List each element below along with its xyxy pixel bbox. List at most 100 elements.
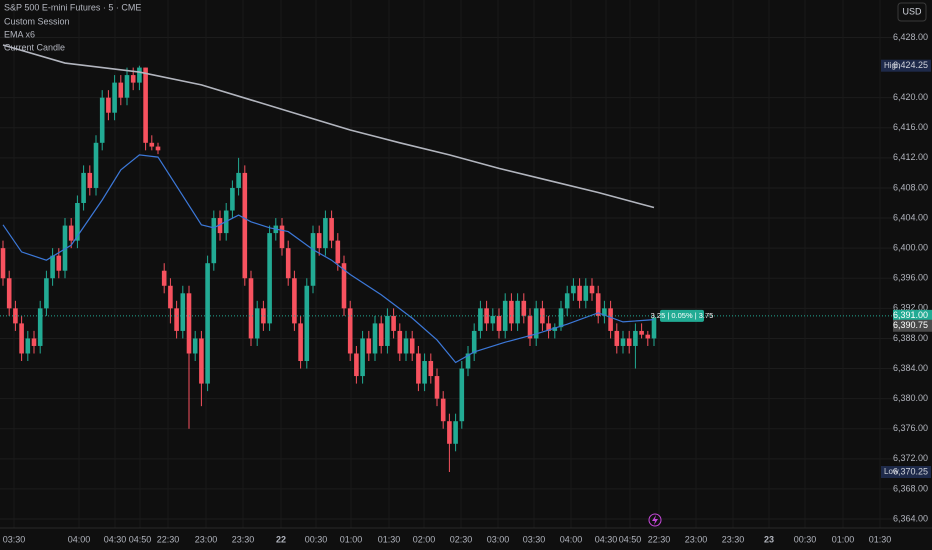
last-price-box [893, 309, 932, 322]
candle-body [639, 330, 644, 335]
candle-body [0, 248, 6, 279]
currency-button[interactable] [897, 2, 927, 22]
x-tick-label: 22 [276, 534, 286, 544]
candle-body [416, 353, 421, 384]
candle-body [75, 203, 80, 241]
current-label: 6,390.75 [893, 320, 928, 330]
candle-body [137, 67, 142, 83]
candle-body [267, 233, 272, 324]
x-tick-label: 23:30 [722, 534, 745, 544]
y-tick-label: 6,368.00 [893, 483, 928, 493]
candle-body [577, 285, 582, 301]
candle-body [99, 97, 105, 143]
candle-body [242, 172, 248, 279]
candle-body [366, 338, 372, 354]
x-tick-label: 00:30 [305, 534, 328, 544]
marker-label: 6,370.25 [893, 466, 928, 476]
candle-body [37, 308, 43, 346]
legend-item[interactable]: Current Candle [4, 42, 65, 52]
candle-body [440, 398, 446, 422]
candle-body [341, 263, 347, 309]
candle-body [478, 308, 483, 331]
candle-body [620, 338, 626, 346]
candle-body [428, 361, 434, 377]
candle-body [143, 67, 148, 143]
candle-body [422, 361, 427, 384]
marker-box [881, 59, 931, 72]
x-tick-label: 04:50 [129, 534, 152, 544]
y-tick-label: 6,376.00 [893, 423, 928, 433]
candle-body [564, 293, 570, 309]
plot [0, 44, 893, 472]
candle-body [62, 225, 68, 271]
change-box [660, 309, 704, 322]
x-tick-label: 04:30 [104, 534, 127, 544]
candle-body [205, 263, 210, 384]
x-tick-label: 04:30 [595, 534, 618, 544]
candle-body [626, 338, 632, 346]
candle-body [304, 285, 310, 362]
candle-body [81, 172, 86, 204]
x-tick-label: 04:00 [560, 534, 583, 544]
candle-body [192, 338, 198, 354]
candle-body [595, 293, 601, 316]
candle-body [608, 308, 613, 331]
candle-body [378, 323, 384, 346]
candle-body [651, 317, 657, 339]
indicator-line [2, 44, 655, 209]
legend-item[interactable]: Custom Session [4, 16, 70, 26]
x-tick-label: 02:30 [450, 534, 473, 544]
y-tick-label: 6,412.00 [893, 152, 928, 162]
candle-body [68, 225, 74, 241]
candle-body [310, 233, 316, 286]
candle-body [199, 338, 204, 384]
current-box [893, 319, 932, 332]
x-tick-label: 22:30 [648, 534, 671, 544]
marker-name: Low [884, 467, 899, 476]
candle-body [236, 172, 241, 188]
candle-body [56, 255, 62, 271]
candle-body [583, 285, 589, 301]
last-price-label: 6,391.00 [893, 310, 928, 320]
y-tick-label: 6,416.00 [893, 122, 928, 132]
candle-body [645, 334, 651, 339]
y-tick-label: 6,396.00 [893, 273, 928, 283]
x-tick-label: 03:00 [487, 534, 510, 544]
currency[interactable]: USD [902, 6, 922, 16]
marker-box [881, 465, 931, 478]
candle-body [372, 323, 378, 354]
candle-body [174, 308, 179, 331]
candle-body [347, 308, 353, 354]
candle-body [558, 308, 564, 328]
candle-body [633, 330, 638, 346]
x-tick-label: 01:30 [378, 534, 401, 544]
candle-body [112, 82, 117, 113]
candle-body [527, 315, 533, 339]
x-tick-label: 03:30 [3, 534, 26, 544]
x-tick-label: 00:30 [794, 534, 817, 544]
y-tick-label: 6,392.00 [893, 303, 928, 313]
candle-body [211, 218, 217, 264]
x-tick-label: 23 [764, 534, 774, 544]
candle-body [496, 315, 502, 331]
y-tick-label: 6,400.00 [893, 243, 928, 253]
candle-body [118, 82, 124, 98]
candle-body [292, 278, 297, 324]
candle-body [360, 338, 365, 377]
x-tick-label: 04:00 [68, 534, 91, 544]
candle-body [540, 308, 545, 324]
candle-body [397, 330, 403, 354]
legend-item[interactable]: EMA x6 [4, 29, 35, 39]
x-tick-label: 02:00 [413, 534, 436, 544]
y-tick-label: 6,372.00 [893, 453, 928, 463]
candle-body [385, 315, 390, 346]
candle-body [502, 300, 508, 331]
candle-body [124, 75, 130, 98]
candle-body [217, 218, 223, 234]
x-tick-label: 01:30 [869, 534, 892, 544]
candle-body [614, 330, 620, 346]
x-tick-label: 23:00 [195, 534, 218, 544]
candle-body [279, 225, 285, 249]
change-label: 3.25 | 0.05% | 3.75 [651, 311, 714, 320]
